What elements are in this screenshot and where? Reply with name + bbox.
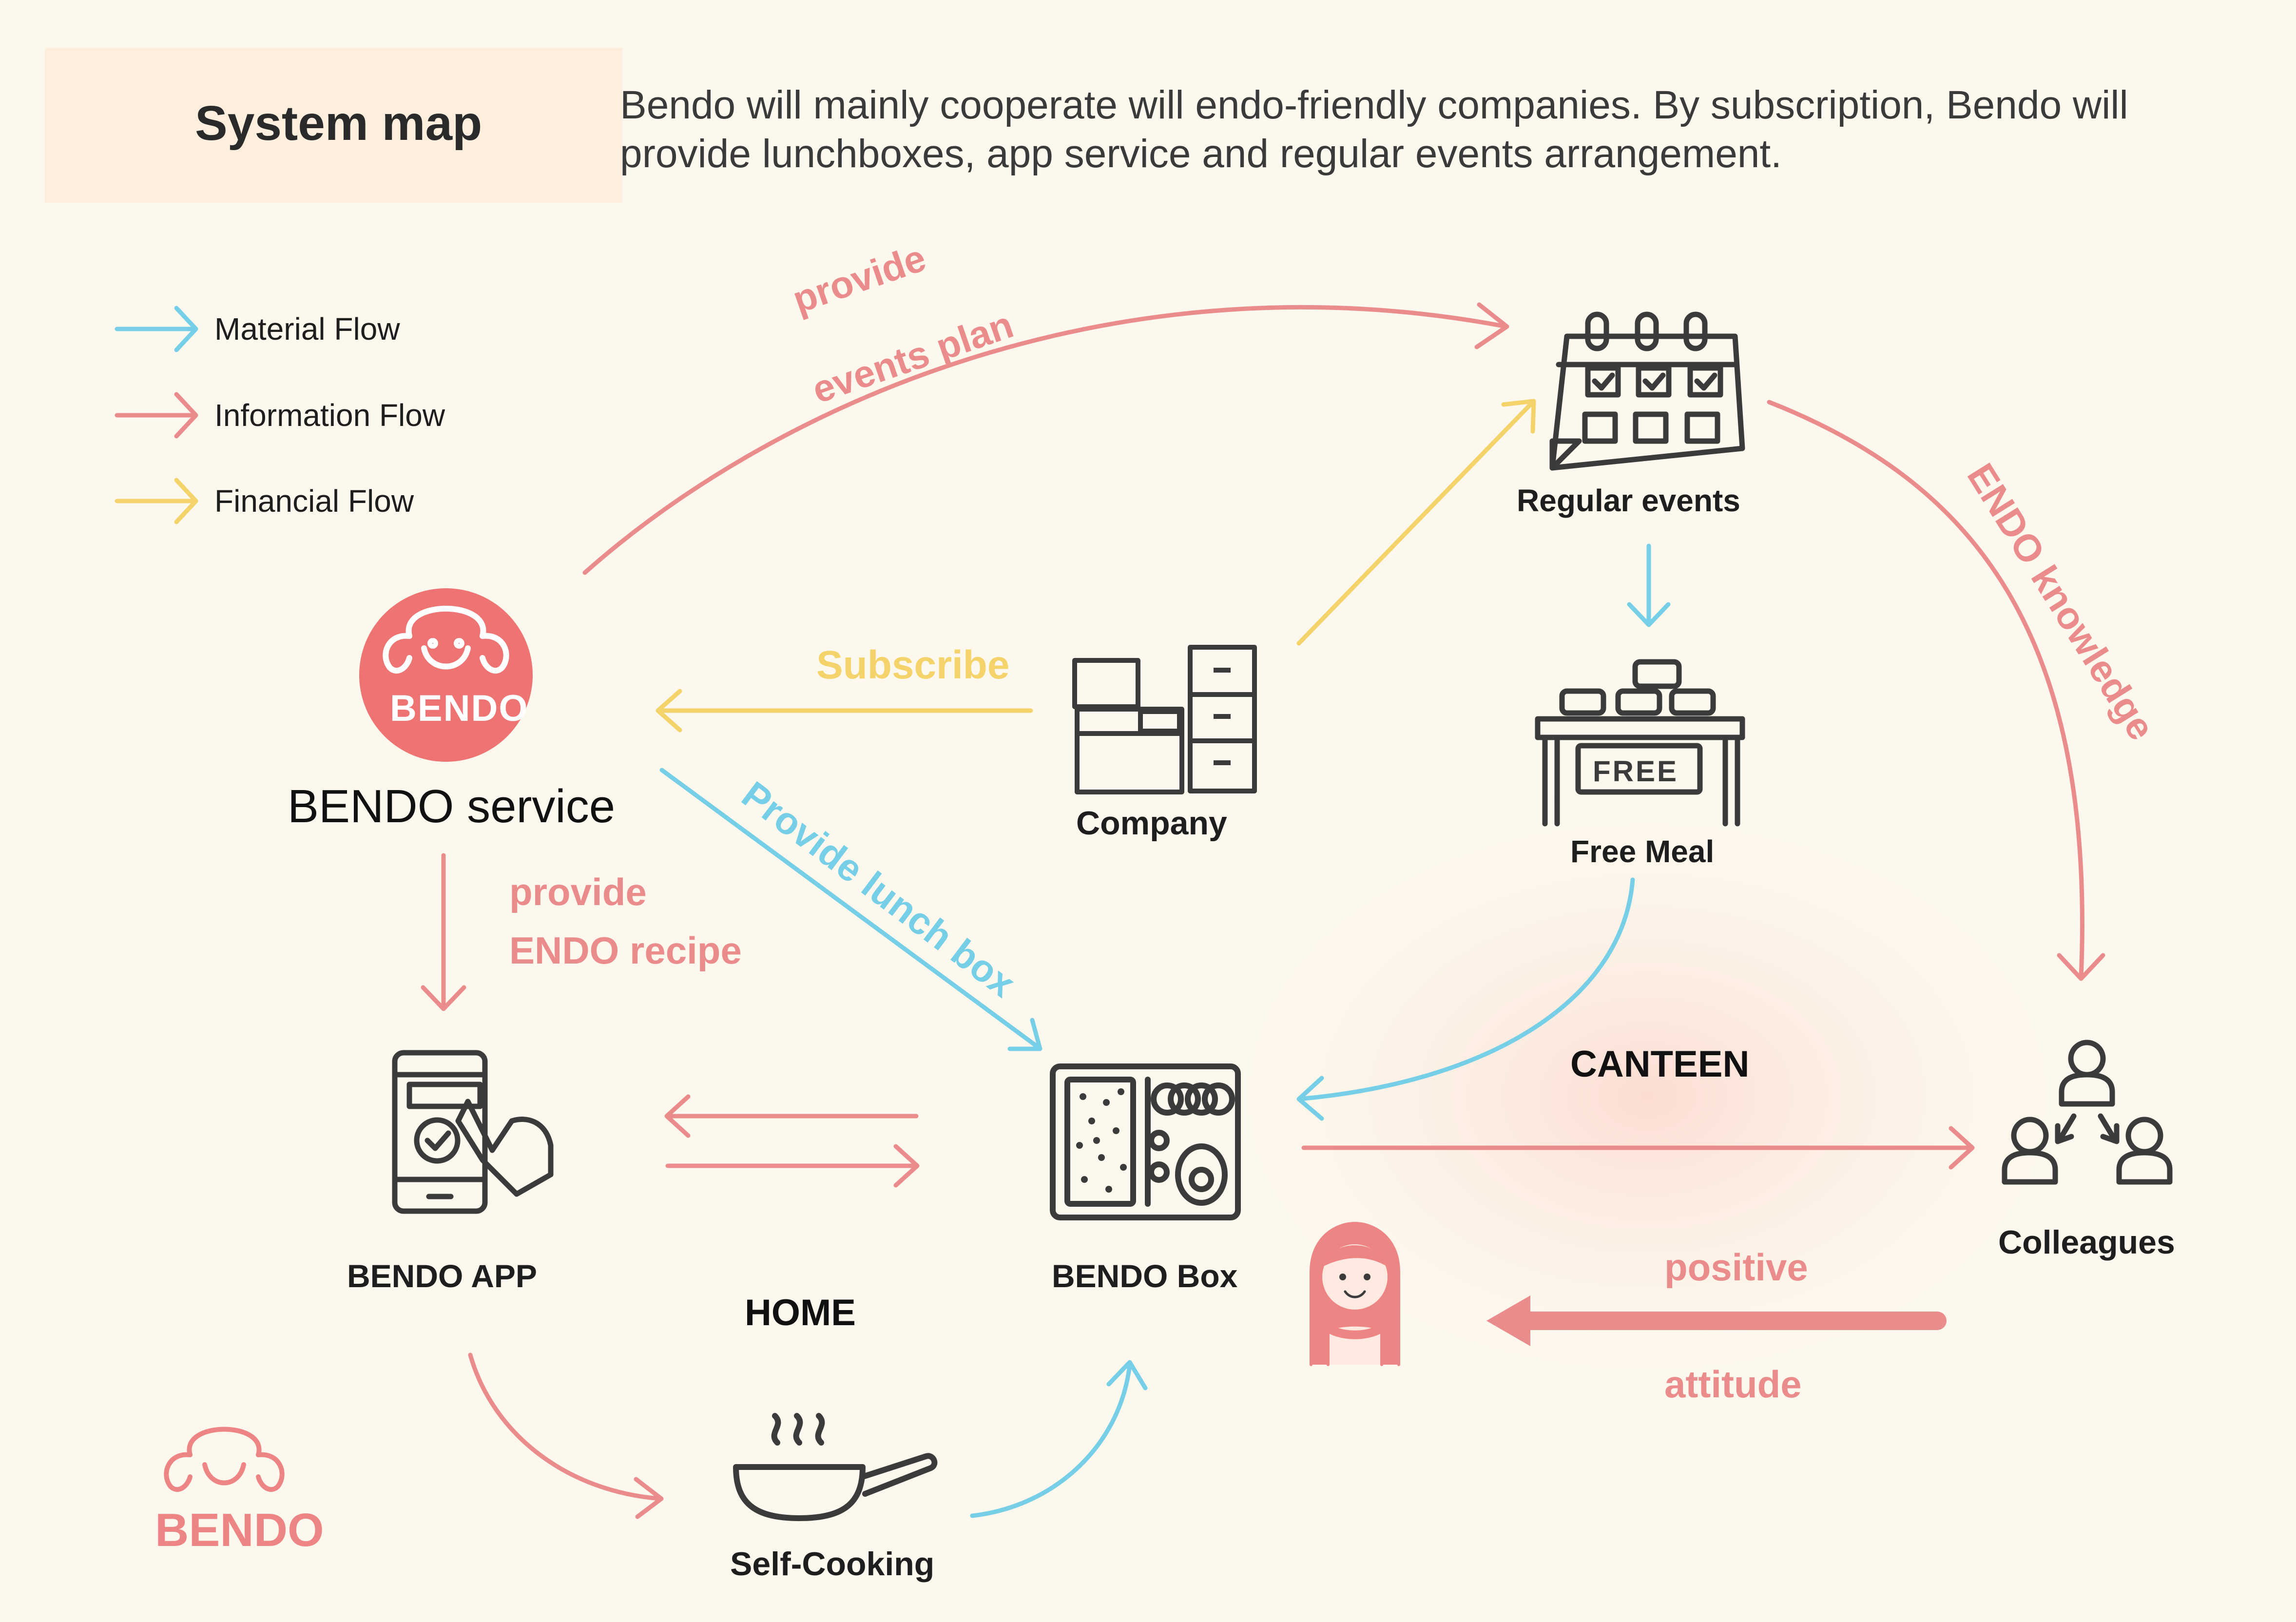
phone-app-icon	[392, 1050, 554, 1214]
legend-financial-label: Financial Flow	[214, 483, 414, 519]
node-colleagues: Colleagues	[1998, 1224, 2175, 1261]
legend-information-arrow	[115, 392, 198, 439]
arrow-events-to-meal	[1627, 543, 1671, 627]
girl-icon	[1310, 1222, 1400, 1366]
arrow-events-to-colleagues	[1767, 400, 2105, 981]
page-description: Bendo will mainly cooperate will endo-fr…	[620, 83, 2128, 176]
bento-rice-dots	[1076, 1088, 1127, 1193]
arrow-company-to-events	[1296, 399, 1536, 646]
flow-label-subscribe: Subscribe	[816, 643, 1010, 687]
arrow-meal-to-box	[1296, 877, 1635, 1121]
legend-financial-arrow	[115, 478, 198, 524]
arrow-box-to-colleagues	[1301, 1126, 1975, 1170]
footer-bendo-logo	[164, 1427, 285, 1492]
page-title: System map	[195, 96, 482, 151]
service-logo-text: BENDO	[390, 688, 529, 729]
arrow-lunch-box	[659, 768, 1042, 1051]
arrow-positive-attitude	[1486, 1295, 1947, 1346]
node-self-cooking: Self-Cooking	[730, 1545, 935, 1583]
flow-label-positive: positive	[1664, 1246, 1808, 1289]
frying-pan-icon	[733, 1413, 938, 1521]
arrow-box-to-app	[664, 1094, 919, 1138]
node-free-meal: Free Meal	[1570, 834, 1715, 869]
header-title-box	[45, 48, 622, 203]
company-icon	[1072, 645, 1257, 794]
arrow-cooking-to-box	[970, 1360, 1148, 1518]
node-regular-events: Regular events	[1517, 483, 1740, 518]
legend-material-arrow	[115, 306, 198, 352]
canteen-glow	[1184, 780, 2110, 1413]
colleagues-icon	[2002, 1040, 2173, 1185]
arrow-app-to-box	[665, 1144, 920, 1188]
flow-label-recipe-2: ENDO recipe	[509, 929, 742, 972]
legend-information-label: Information Flow	[214, 398, 445, 433]
arrow-recipe	[421, 853, 466, 1011]
zone-home: HOME	[745, 1292, 856, 1333]
node-company: Company	[1076, 805, 1227, 842]
bendo-service-logo	[359, 588, 533, 762]
arrow-subscribe	[656, 689, 1033, 733]
calendar-icon	[1549, 311, 1745, 471]
free-meal-icon	[1535, 659, 1745, 827]
node-bendo-box: BENDO Box	[1052, 1258, 1238, 1294]
footer-logo-text: BENDO	[155, 1504, 324, 1556]
bento-box-icon	[1050, 1063, 1241, 1220]
flow-label-recipe-1: provide	[509, 870, 647, 913]
arrow-service-to-events	[582, 302, 1509, 575]
legend-material-label: Material Flow	[214, 311, 400, 347]
flow-label-attitude: attitude	[1664, 1363, 1802, 1406]
node-bendo-app: BENDO APP	[347, 1258, 537, 1294]
zone-canteen: CANTEEN	[1570, 1043, 1750, 1085]
free-sign-text: FREE	[1593, 755, 1679, 788]
arrow-app-to-cooking	[468, 1352, 664, 1519]
node-bendo-service: BENDO service	[288, 780, 616, 832]
